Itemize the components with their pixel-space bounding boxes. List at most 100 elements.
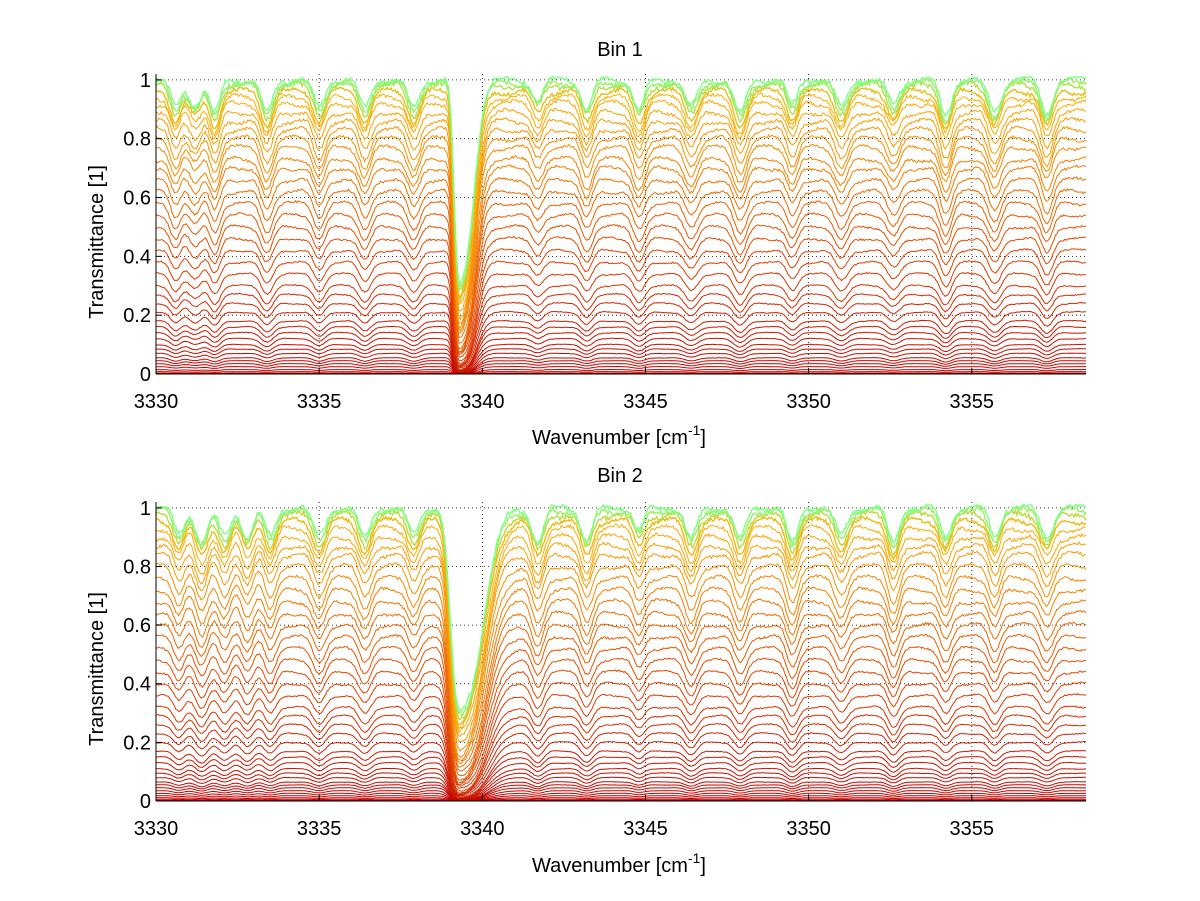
- transmittance-series: [156, 352, 1087, 373]
- transmittance-series: [155, 723, 1087, 796]
- transmittance-series: [155, 787, 1087, 801]
- x-tick-label: 3335: [297, 818, 342, 840]
- transmittance-series: [155, 761, 1087, 799]
- y-tick-label: 0: [140, 364, 151, 386]
- transmittance-series: [155, 133, 1087, 325]
- transmittance-series: [156, 797, 1087, 802]
- transmittance-series: [155, 343, 1086, 372]
- series-group: [155, 503, 1087, 802]
- transmittance-series: [155, 523, 1087, 730]
- transmittance-series: [155, 515, 1087, 726]
- transmittance-series: [155, 212, 1087, 353]
- panel-title: Bin 2: [597, 465, 643, 487]
- transmittance-series: [155, 283, 1086, 367]
- transmittance-series: [156, 372, 1086, 375]
- transmittance-series: [155, 507, 1087, 720]
- transmittance-series: [155, 79, 1087, 293]
- transmittance-series: [155, 732, 1086, 796]
- y-tick-label: 0.8: [123, 129, 151, 151]
- transmittance-series: [155, 348, 1087, 373]
- y-axis-label: Transmittance [1]: [86, 165, 108, 319]
- transmittance-series: [155, 767, 1087, 800]
- transmittance-series: [155, 645, 1087, 781]
- transmittance-series: [155, 107, 1087, 306]
- transmittance-series: [155, 705, 1086, 792]
- x-tick-label: 3330: [134, 818, 179, 840]
- transmittance-series: [155, 92, 1087, 298]
- series-group: [155, 75, 1087, 375]
- x-tick-label: 3340: [460, 391, 505, 413]
- transmittance-series: [156, 790, 1087, 801]
- x-axis-label-superscript: -1: [688, 422, 701, 438]
- transmittance-series: [156, 371, 1086, 375]
- x-tick-label: 3335: [297, 391, 342, 413]
- transmittance-series: [156, 357, 1087, 374]
- x-tick-labels: 3330 3335 3340 3345 3350 3355: [134, 818, 994, 840]
- transmittance-series: [156, 755, 1087, 798]
- y-tick-labels: 0 0.2 0.4 0.6 0.8 1: [123, 70, 151, 386]
- x-tick-label: 3350: [786, 818, 831, 840]
- transmittance-series: [156, 784, 1086, 801]
- transmittance-series: [155, 224, 1087, 354]
- transmittance-series: [155, 681, 1087, 787]
- transmittance-series: [155, 633, 1087, 777]
- transmittance-series: [155, 669, 1087, 785]
- transmittance-series: [155, 550, 1087, 743]
- transmittance-series: [156, 368, 1086, 375]
- transmittance-series: [155, 260, 1087, 362]
- transmittance-series: [155, 248, 1087, 359]
- transmittance-series: [155, 586, 1087, 762]
- panel-bin-2: Bin 2 Transmittance [1] Wavenumber [cm-1…: [86, 465, 1087, 877]
- y-tick-labels: 0 0.2 0.4 0.6 0.8 1: [123, 498, 151, 813]
- y-tick-label: 1: [140, 498, 151, 520]
- transmittance-series: [155, 125, 1087, 321]
- y-tick-label: 0.6: [123, 188, 151, 210]
- axes-frame: [155, 502, 1086, 802]
- transmittance-series: [155, 503, 1087, 712]
- transmittance-series: [155, 562, 1087, 753]
- transmittance-series: [155, 187, 1087, 344]
- y-tick-label: 0.2: [123, 305, 151, 327]
- transmittance-series: [156, 772, 1087, 800]
- transmittance-series: [155, 199, 1087, 350]
- x-tick-label: 3340: [460, 818, 505, 840]
- transmittance-series: [155, 610, 1087, 768]
- y-axis-label: Transmittance [1]: [86, 592, 108, 746]
- transmittance-series: [155, 143, 1087, 329]
- transmittance-series: [156, 792, 1087, 802]
- transmittance-series: [155, 271, 1086, 365]
- transmittance-series: [155, 155, 1087, 332]
- transmittance-series: [155, 657, 1087, 784]
- y-tick-label: 0: [140, 791, 151, 813]
- transmittance-series: [156, 795, 1086, 802]
- x-axis-label-main: Wavenumber [cm: [532, 855, 688, 877]
- transmittance-series: [155, 116, 1087, 312]
- x-tick-label: 3345: [623, 391, 668, 413]
- x-axis-label-superscript: -1: [688, 850, 701, 866]
- transmittance-series: [155, 76, 1087, 291]
- x-axis-label: Wavenumber [cm-1]: [532, 850, 706, 877]
- x-axis-label: Wavenumber [cm-1]: [532, 422, 706, 449]
- transmittance-series: [155, 574, 1087, 759]
- x-tick-label: 3355: [950, 818, 995, 840]
- transmittance-series: [155, 310, 1087, 369]
- transmittance-series: [156, 776, 1086, 800]
- transmittance-series: [156, 365, 1087, 375]
- transmittance-series: [155, 236, 1087, 356]
- transmittance-series: [155, 541, 1087, 737]
- transmittance-series: [155, 337, 1087, 372]
- transmittance-series: [156, 598, 1087, 765]
- transmittance-series: [155, 532, 1087, 734]
- x-axis-label-main: Wavenumber [cm: [532, 427, 688, 449]
- transmittance-series: [155, 164, 1087, 334]
- transmittance-series: [156, 798, 1086, 802]
- x-tick-label: 3355: [950, 391, 995, 413]
- y-tick-label: 1: [140, 70, 151, 92]
- x-tick-label: 3345: [623, 818, 668, 840]
- grid-lines: [156, 74, 1086, 374]
- y-tick-label: 0.2: [123, 732, 151, 754]
- transmittance-series: [155, 292, 1086, 367]
- transmittance-series: [155, 740, 1087, 796]
